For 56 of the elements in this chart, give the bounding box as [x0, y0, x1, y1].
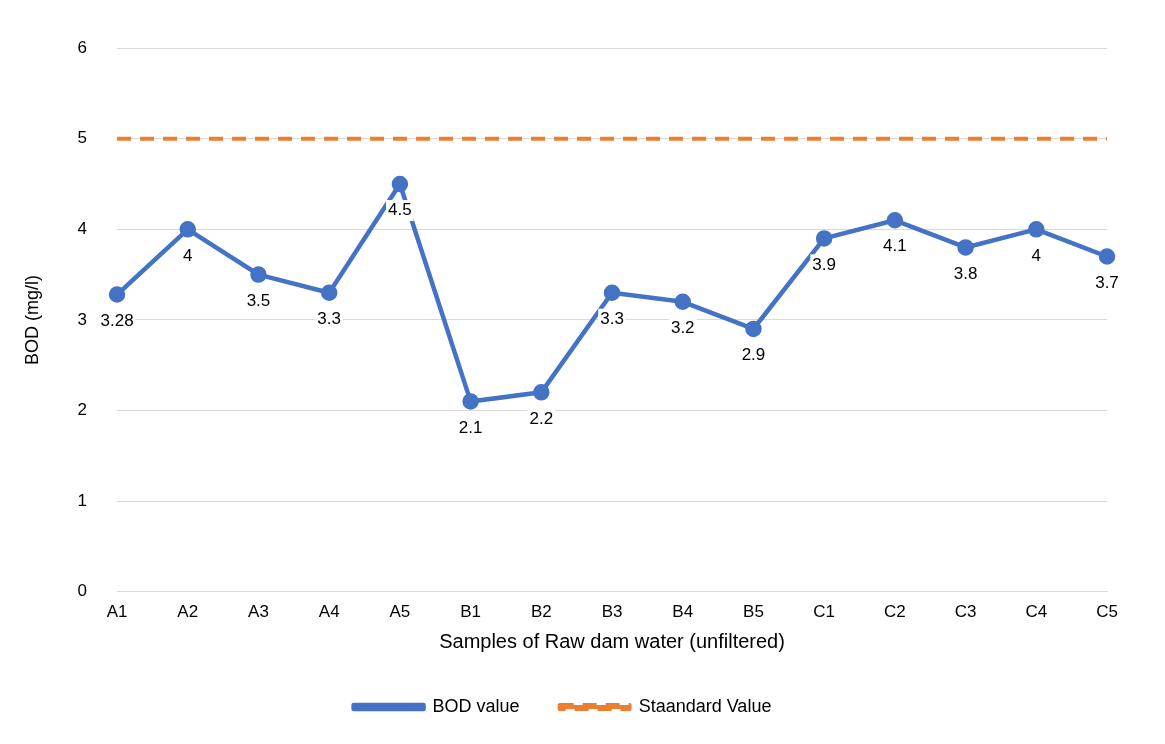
data-label: 4.5 — [388, 200, 412, 220]
point — [250, 266, 267, 283]
data-label: 3.2 — [670, 317, 695, 337]
x-tick-label: A1 — [106, 602, 128, 622]
point — [745, 320, 762, 338]
x-tick-label: B2 — [530, 602, 552, 622]
point — [320, 284, 338, 301]
point — [533, 384, 550, 401]
point — [179, 221, 197, 238]
point — [391, 175, 409, 193]
x-tick-label: B4 — [672, 602, 694, 622]
data-label: 3.28 — [100, 310, 134, 330]
y-tick-label: 3 — [77, 309, 88, 329]
point — [1098, 248, 1116, 265]
point — [108, 286, 126, 303]
x-tick-label: C3 — [954, 602, 977, 622]
x-tick-label: B3 — [601, 602, 623, 622]
x-tick-label: C2 — [884, 602, 906, 622]
point — [674, 293, 691, 311]
x-tick-label: C4 — [1025, 602, 1048, 622]
point — [603, 284, 621, 301]
x-tick-label: B5 — [743, 602, 764, 622]
legend-label: Staandard Value — [638, 695, 772, 716]
x-tick-label: B1 — [460, 602, 481, 622]
data-label: 3.7 — [1095, 272, 1119, 292]
x-tick-label: A4 — [318, 602, 340, 622]
x-tick-label: C5 — [1096, 602, 1118, 622]
y-tick-label: 4 — [77, 219, 88, 239]
data-label: 3.8 — [953, 263, 978, 283]
data-label: 2.1 — [458, 417, 483, 437]
data-label: 2.9 — [741, 345, 766, 365]
data-label: 3.3 — [600, 308, 624, 328]
y-tick-label: 0 — [77, 581, 88, 601]
x-tick-label: A3 — [248, 602, 269, 622]
y-tick-label: 5 — [77, 128, 88, 148]
legend-label: BOD value — [432, 695, 520, 716]
point — [1028, 221, 1045, 238]
x-axis-title: Samples of Raw dam water (unfiltered) — [439, 629, 785, 652]
data-label: 4 — [1031, 245, 1042, 265]
data-label: 4.1 — [883, 236, 907, 256]
data-label: 3.5 — [246, 290, 271, 310]
point — [957, 239, 974, 256]
y-tick-label: 2 — [77, 400, 88, 420]
y-tick-label: 1 — [77, 490, 88, 510]
data-label: 3.3 — [317, 308, 342, 328]
point — [462, 393, 479, 410]
data-label: 2.2 — [529, 408, 554, 428]
x-tick-label: C1 — [813, 602, 836, 622]
point — [815, 230, 833, 247]
data-label: 3.9 — [812, 254, 836, 274]
point — [886, 212, 904, 229]
data-label: 4 — [183, 245, 193, 265]
x-tick-label: A2 — [177, 602, 199, 622]
y-axis-title: BOD (mg/l) — [21, 274, 42, 365]
y-tick-label: 6 — [77, 37, 88, 57]
x-tick-label: A5 — [389, 602, 411, 622]
